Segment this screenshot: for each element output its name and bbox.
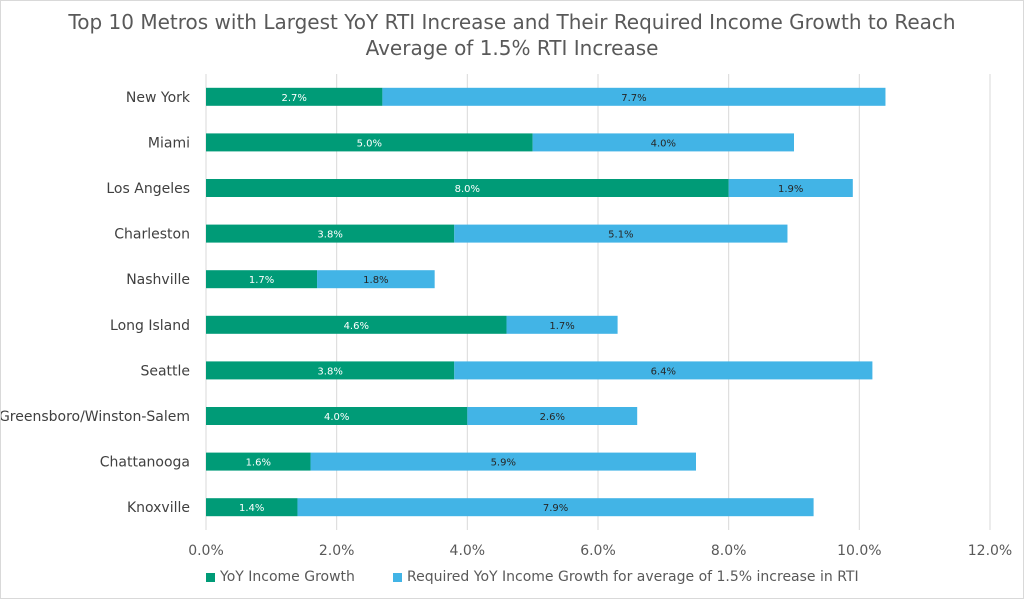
x-tick-label: 8.0% <box>711 543 747 559</box>
data-label-required-growth: 5.9% <box>491 458 516 469</box>
data-label-required-growth: 1.7% <box>549 321 574 332</box>
bar-required-growth <box>317 270 435 289</box>
bar-income-growth <box>206 498 298 517</box>
legend: YoY Income Growth Required YoY Income Gr… <box>1 569 1023 591</box>
legend-swatch-income-growth <box>206 572 215 582</box>
bar-income-growth <box>206 87 383 106</box>
data-label-income-growth: 3.8% <box>317 366 342 377</box>
bar-income-growth <box>206 270 318 289</box>
data-label-income-growth: 1.4% <box>239 503 264 514</box>
x-tick-label: 2.0% <box>319 543 355 559</box>
bar-income-growth <box>206 224 455 243</box>
bar-income-growth <box>206 133 533 152</box>
data-label-income-growth: 5.0% <box>357 138 382 149</box>
legend-label-income-growth: YoY Income Growth <box>220 569 355 585</box>
chart-title-line-2: Average of 1.5% RTI Increase <box>365 36 659 60</box>
category-label: Charleston <box>114 227 190 243</box>
bar-required-growth <box>506 315 618 334</box>
data-label-required-growth: 7.7% <box>621 93 646 104</box>
data-label-income-growth: 1.6% <box>246 458 271 469</box>
category-label: Nashville <box>126 272 190 288</box>
legend-swatch-required-growth <box>393 572 402 582</box>
bar-required-growth <box>454 224 788 243</box>
category-label: Los Angeles <box>106 181 190 197</box>
category-label: Greensboro/Winston-Salem <box>1 409 190 425</box>
bar-required-growth <box>382 87 886 106</box>
bar-income-growth <box>206 407 468 425</box>
data-label-income-growth: 4.6% <box>344 321 369 332</box>
data-label-required-growth: 4.0% <box>651 138 676 149</box>
bar-income-growth <box>206 179 729 197</box>
bar-required-growth <box>728 179 853 197</box>
x-tick-label: 0.0% <box>188 543 224 559</box>
data-label-required-growth: 5.1% <box>608 230 633 241</box>
bars <box>206 87 886 517</box>
x-tick-label: 4.0% <box>450 543 486 559</box>
labels: 0.0% 2.0% 4.0% 6.0% 8.0% 10.0% 12.0% New York 2.… <box>1 90 1012 559</box>
bar-required-growth <box>532 133 794 152</box>
x-tick-label: 12.0% <box>968 543 1012 559</box>
legend-label-required-growth: Required YoY Income Growth for average o… <box>407 569 859 585</box>
category-label: Chattanooga <box>100 455 190 471</box>
category-label: New York <box>126 90 191 106</box>
category-label: Miami <box>148 135 190 151</box>
data-label-income-growth: 8.0% <box>455 184 480 195</box>
bar-income-growth <box>206 452 311 471</box>
data-label-required-growth: 7.9% <box>543 503 568 514</box>
data-label-required-growth: 1.8% <box>363 275 388 286</box>
data-label-income-growth: 4.0% <box>324 412 349 423</box>
chart-title-line-1: Top 10 Metros with Largest YoY RTI Incre… <box>68 10 956 34</box>
chart-title: Top 10 Metros with Largest YoY RTI Incre… <box>1 9 1023 61</box>
data-label-required-growth: 2.6% <box>540 412 565 423</box>
bar-income-growth <box>206 315 507 334</box>
category-label: Knoxville <box>127 500 190 516</box>
legend-item-income-growth: YoY Income Growth <box>206 569 355 585</box>
x-tick-label: 10.0% <box>837 543 881 559</box>
data-label-income-growth: 2.7% <box>281 93 306 104</box>
bar-income-growth <box>206 361 455 380</box>
bar-required-growth <box>467 407 638 425</box>
legend-item-required-growth: Required YoY Income Growth for average o… <box>393 569 859 585</box>
x-tick-label: 6.0% <box>580 543 616 559</box>
bar-required-growth <box>454 361 873 380</box>
category-label: Long Island <box>110 318 190 334</box>
data-label-required-growth: 1.9% <box>778 184 803 195</box>
category-label: Seattle <box>140 363 190 379</box>
data-label-required-growth: 6.4% <box>651 366 676 377</box>
data-label-income-growth: 3.8% <box>317 230 342 241</box>
bar-required-growth <box>310 452 696 471</box>
bar-required-growth <box>297 498 814 517</box>
data-label-income-growth: 1.7% <box>249 275 274 286</box>
